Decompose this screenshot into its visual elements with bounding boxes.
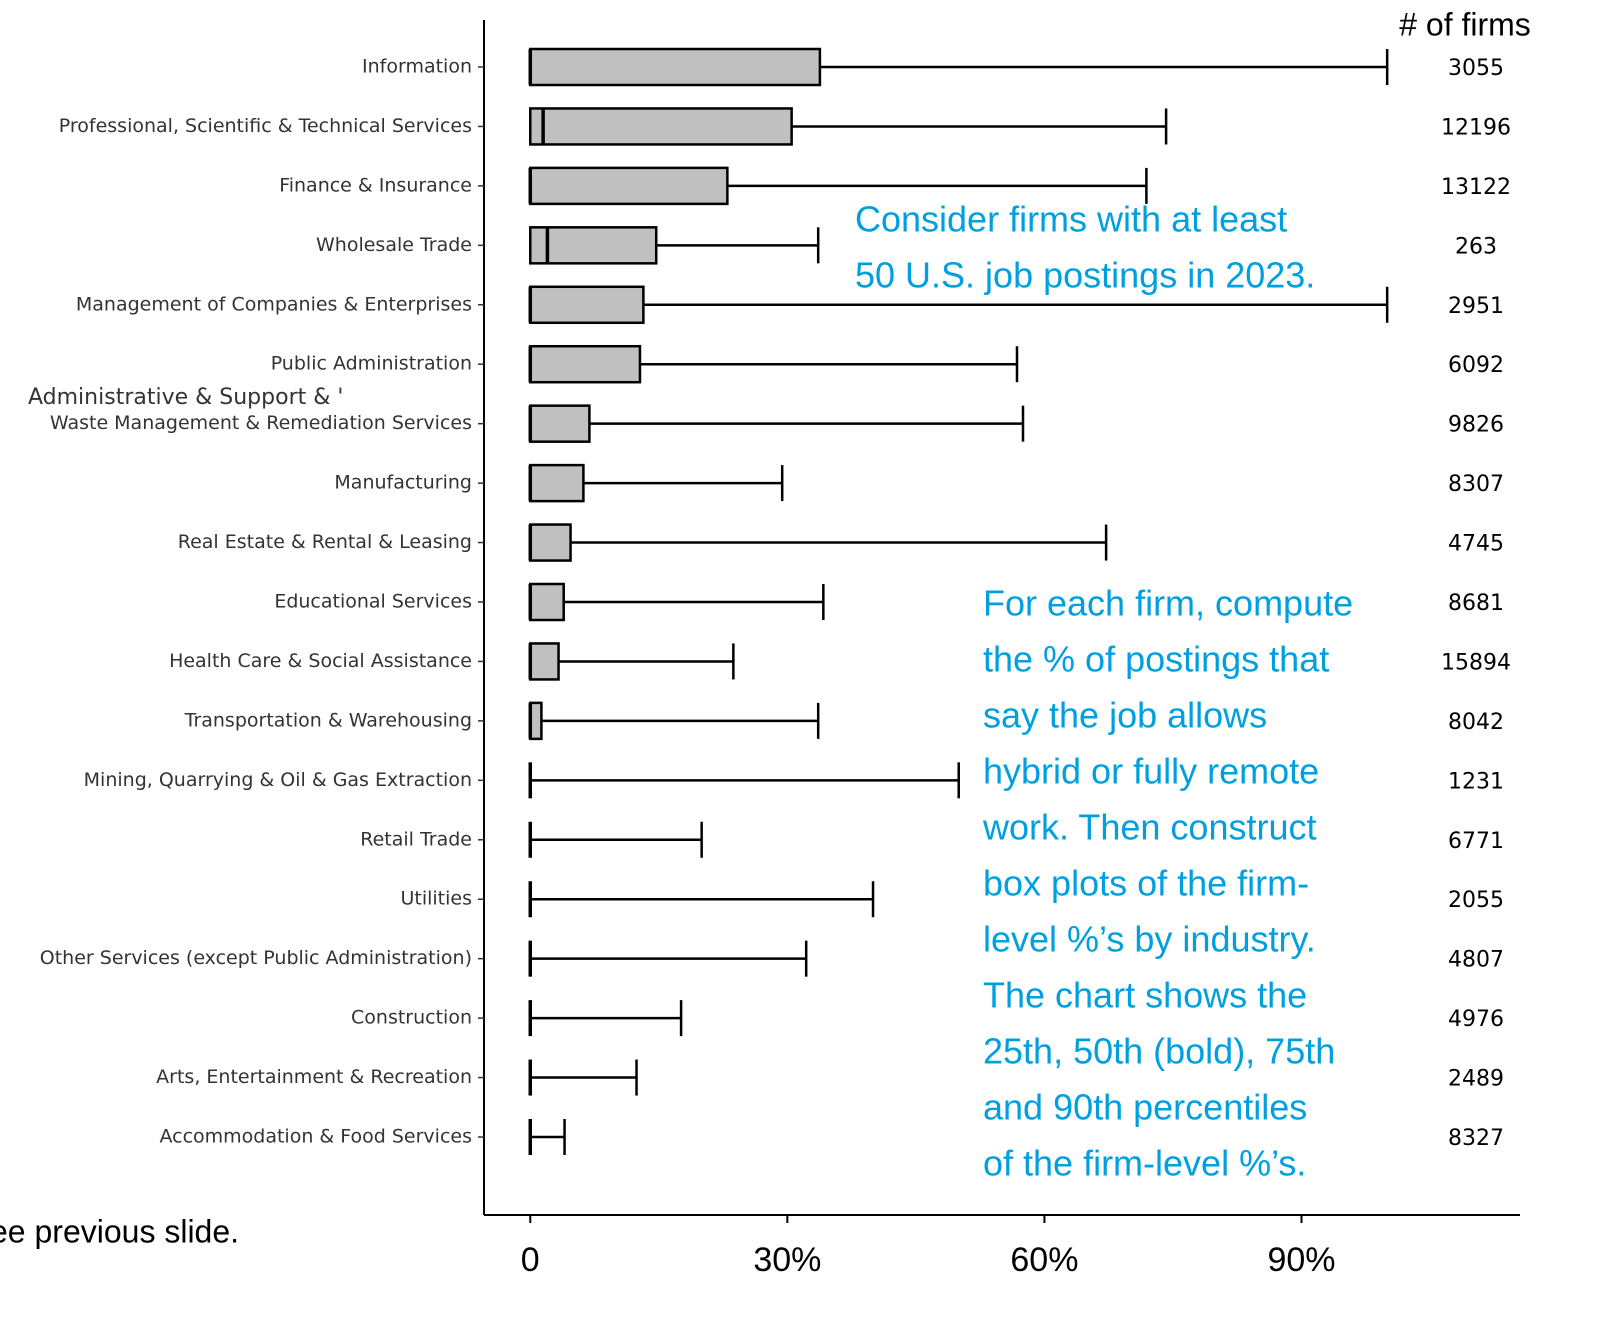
y-tick-label: Educational Services	[274, 591, 472, 613]
x-tick-label: 0	[521, 1241, 540, 1279]
annotation: say the job allows	[983, 695, 1267, 736]
annotation: and 90th percentiles	[983, 1087, 1307, 1128]
firm-count: 263	[1455, 234, 1497, 259]
y-tick-label: Accommodation & Food Services	[159, 1126, 472, 1148]
x-tick-label: 60%	[1010, 1241, 1078, 1279]
y-tick-label: Information	[362, 56, 472, 78]
box	[529, 523, 572, 562]
firm-count: 12196	[1441, 115, 1511, 140]
box	[529, 344, 642, 384]
x-tick-label: 30%	[753, 1241, 821, 1279]
firm-count: 15894	[1441, 650, 1511, 675]
box	[529, 166, 729, 206]
y-tick-label: Arts, Entertainment & Recreation	[156, 1066, 472, 1088]
firm-count: 2489	[1448, 1067, 1504, 1092]
firm-count: 8681	[1448, 591, 1504, 616]
box	[529, 463, 585, 503]
y-tick-label: Public Administration	[271, 353, 472, 375]
category-overlay: Administrative & Support & '	[28, 385, 343, 410]
y-tick-label: Other Services (except Public Administra…	[40, 947, 472, 969]
count-header: # of firms	[1399, 6, 1531, 42]
firm-count: 8327	[1448, 1126, 1504, 1151]
annotation: 25th, 50th (bold), 75th	[983, 1031, 1335, 1072]
firm-count: 2055	[1448, 888, 1504, 913]
y-tick-label: Retail Trade	[360, 828, 472, 850]
y-tick-label: Professional, Scientific & Technical Ser…	[59, 115, 472, 137]
firm-count: 4807	[1448, 948, 1504, 973]
y-tick-label: Mining, Quarrying & Oil & Gas Extraction	[84, 769, 472, 791]
annotation: level %’s by industry.	[983, 919, 1316, 960]
y-tick-label: Manufacturing	[334, 472, 472, 494]
annotation: the % of postings that	[983, 639, 1329, 680]
annotation: work. Then construct	[982, 807, 1316, 848]
annotation: hybrid or fully remote	[983, 751, 1319, 792]
y-tick-label: Transportation & Warehousing	[184, 709, 472, 731]
annotation: 50 U.S. job postings in 2023.	[855, 255, 1315, 296]
y-tick-label: Construction	[351, 1007, 472, 1029]
firm-count: 9826	[1448, 413, 1504, 438]
y-tick-label: Wholesale Trade	[316, 234, 472, 256]
firm-count: 6092	[1448, 353, 1504, 378]
box	[529, 47, 822, 87]
y-tick-label: Health Care & Social Assistance	[169, 650, 472, 672]
firm-count: 2951	[1448, 294, 1504, 319]
box	[529, 226, 658, 265]
box	[529, 107, 793, 146]
y-tick-label: Finance & Insurance	[279, 174, 472, 196]
annotation: of the firm-level %’s.	[983, 1143, 1306, 1184]
firm-count: 8042	[1448, 710, 1504, 735]
footnote: ee previous slide.	[0, 1213, 239, 1249]
y-tick-label: Real Estate & Rental & Leasing	[178, 531, 472, 553]
box	[529, 285, 645, 325]
firm-count: 6771	[1448, 829, 1504, 854]
firm-count: 1231	[1448, 769, 1504, 794]
box	[529, 642, 560, 681]
annotation: For each firm, compute	[983, 583, 1353, 624]
firm-count: 3055	[1448, 56, 1504, 81]
box	[529, 582, 565, 622]
x-tick-label: 90%	[1267, 1241, 1335, 1279]
annotation: box plots of the firm-	[983, 863, 1309, 904]
firm-count: 8307	[1448, 472, 1504, 497]
annotation: Consider firms with at least	[855, 199, 1287, 240]
box	[529, 404, 591, 443]
y-tick-label: Waste Management & Remediation Services	[50, 412, 472, 434]
firm-count: 4976	[1448, 1007, 1504, 1032]
firm-count: 13122	[1441, 175, 1511, 200]
y-tick-label: Utilities	[400, 888, 472, 910]
firm-count: 4745	[1448, 532, 1504, 557]
annotation: The chart shows the	[983, 975, 1307, 1016]
y-tick-label: Management of Companies & Enterprises	[76, 293, 472, 315]
